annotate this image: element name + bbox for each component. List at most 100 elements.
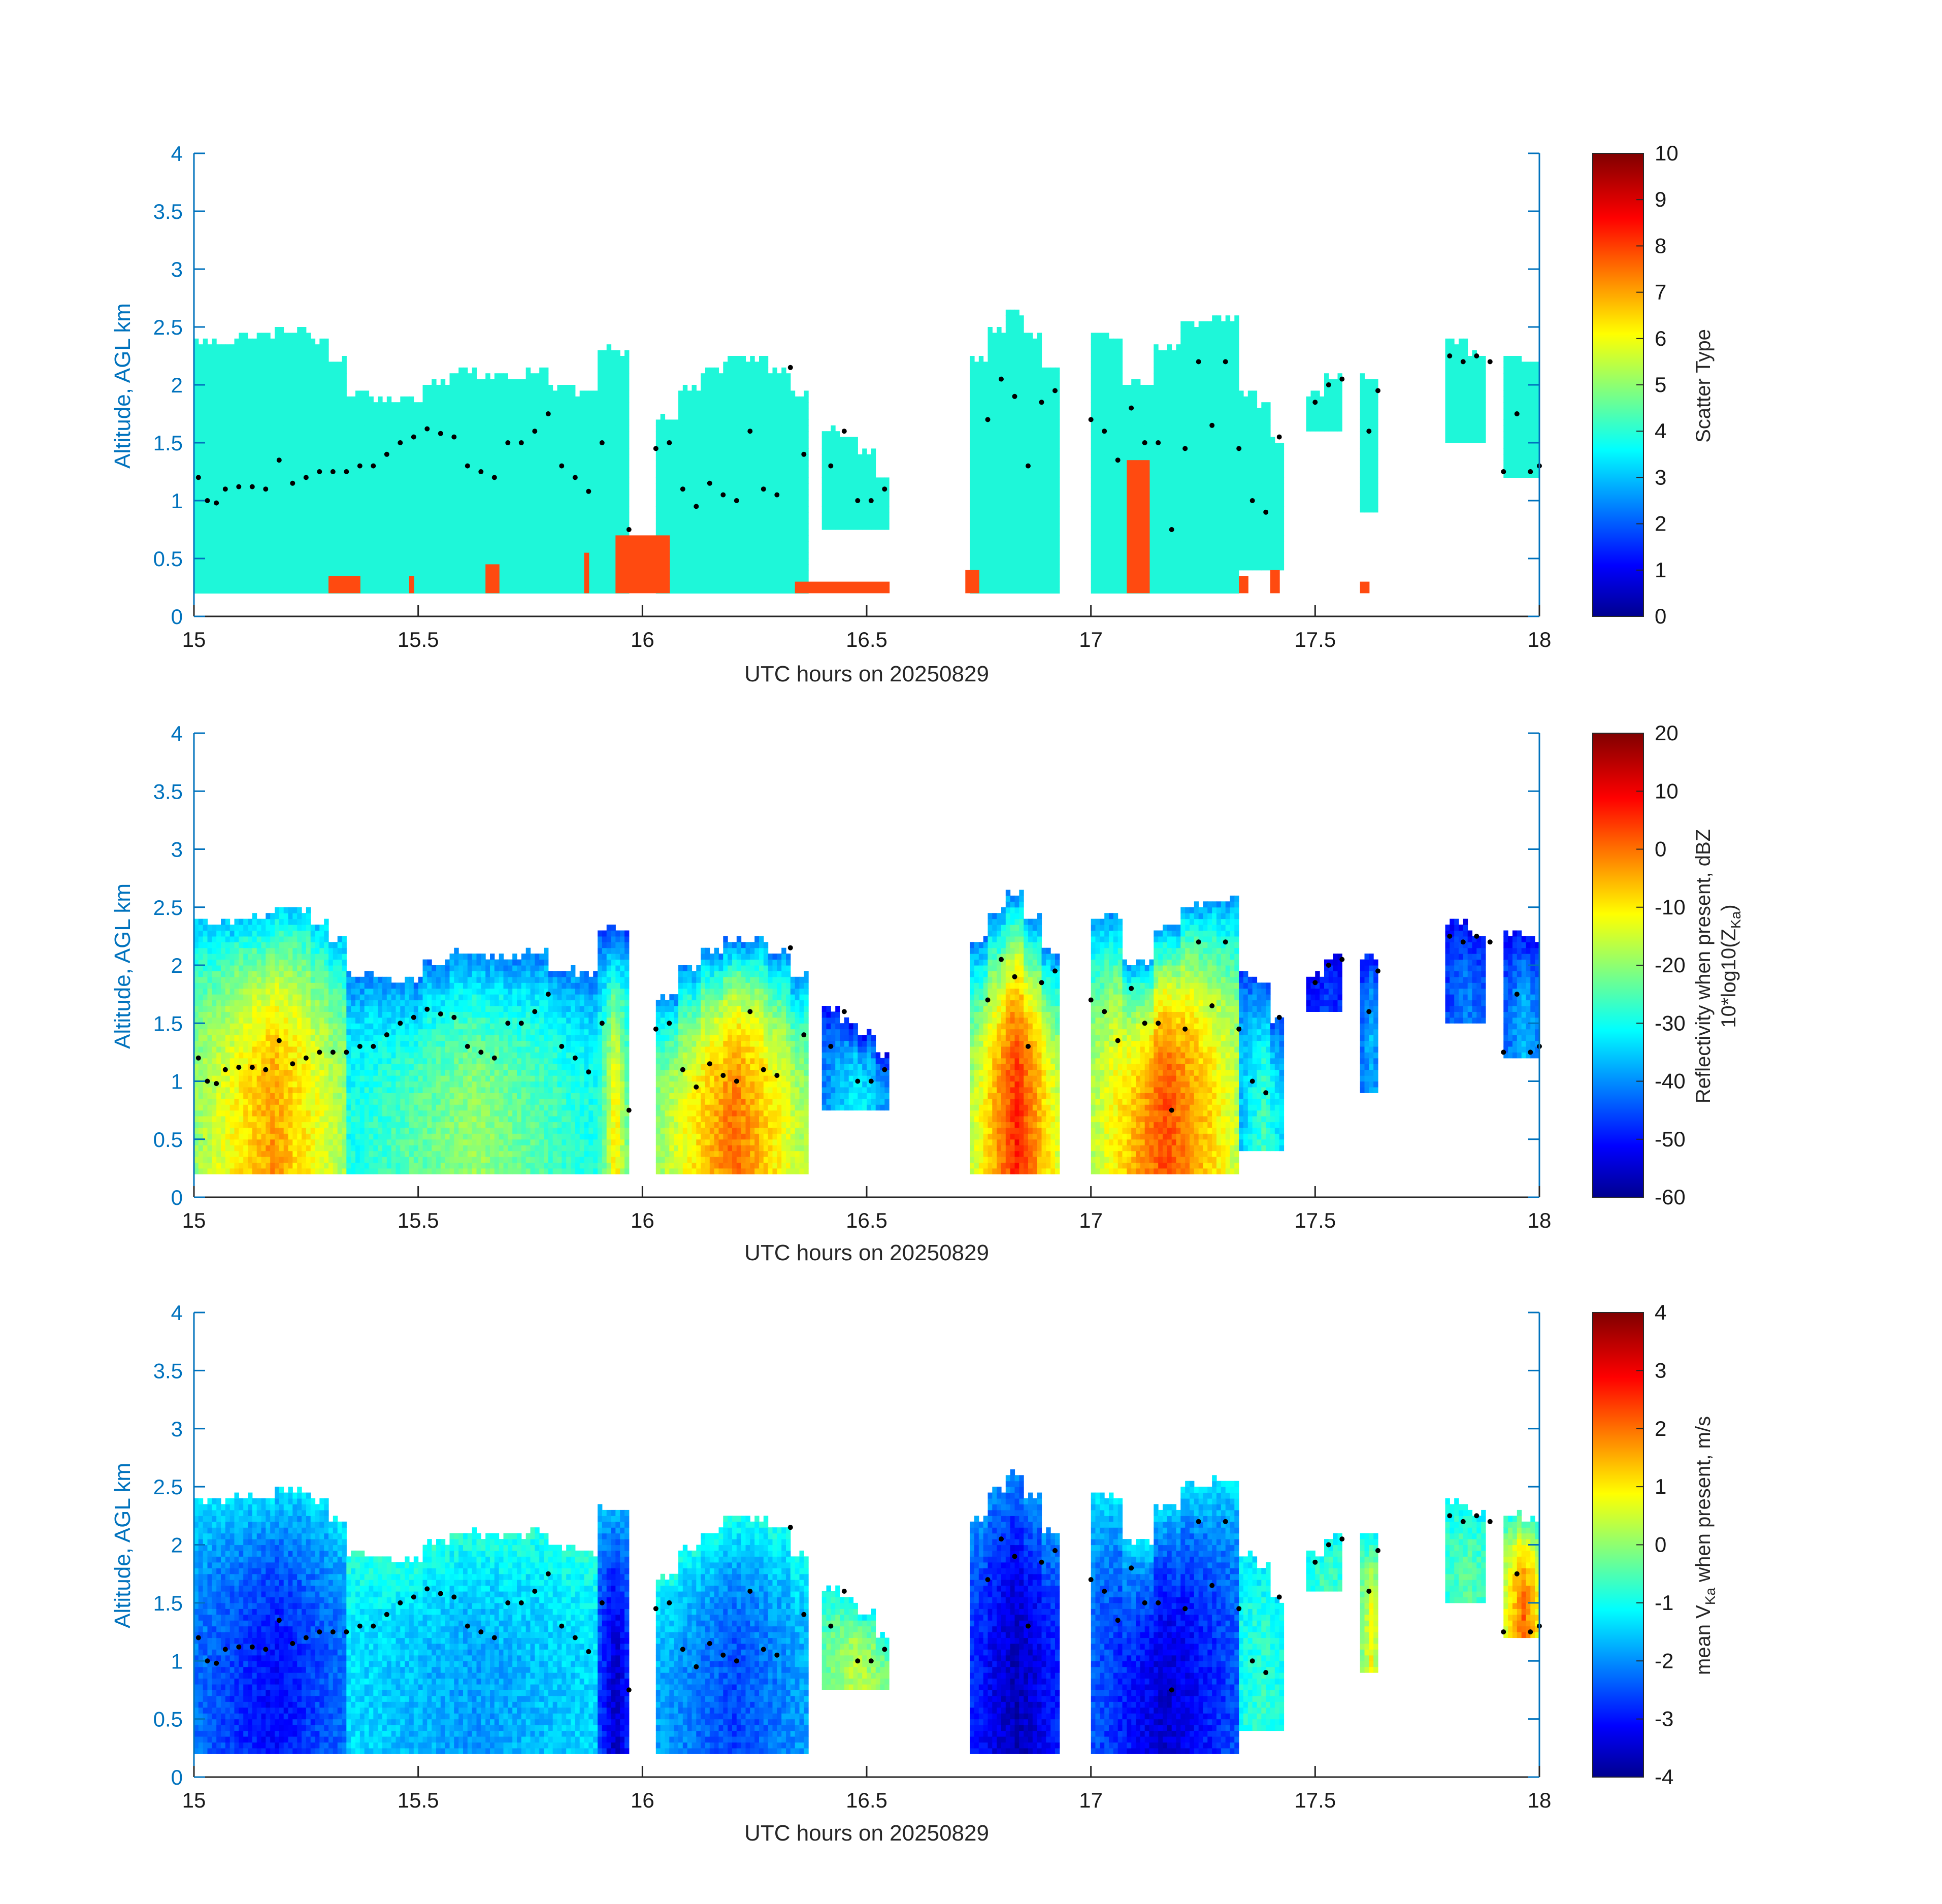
heatmap-cell [714, 512, 719, 518]
heatmap-cell [786, 495, 791, 501]
heatmap-cell [198, 547, 204, 553]
heatmap-cell [728, 472, 733, 478]
heatmap-cell [718, 443, 723, 449]
heatmap-cell [458, 535, 464, 542]
heatmap-cell [772, 518, 777, 524]
heatmap-cell [557, 454, 562, 461]
heatmap-cell [386, 425, 392, 432]
heatmap-cell [517, 564, 522, 571]
heatmap-cell [530, 454, 535, 461]
heatmap-cell [795, 408, 800, 414]
heatmap-cell [772, 419, 777, 426]
heatmap-cell [229, 501, 235, 507]
heatmap-cell [449, 535, 454, 542]
heatmap-cell [252, 581, 257, 588]
heatmap-cell [203, 587, 208, 594]
heatmap-cell [436, 581, 441, 588]
heatmap-cell [584, 408, 589, 414]
heatmap-cell [562, 564, 567, 571]
heatmap-cell [718, 408, 723, 414]
heatmap-cell [786, 454, 791, 461]
heatmap-cell [306, 333, 311, 339]
heatmap-cell [799, 559, 804, 565]
heatmap-cell [579, 390, 585, 397]
heatmap-cell [790, 530, 796, 536]
heatmap-cell [687, 581, 693, 588]
heatmap-cell [777, 385, 782, 391]
heatmap-cell [786, 535, 791, 542]
heatmap-cell [252, 344, 257, 351]
heatmap-cell [602, 523, 607, 530]
heatmap-cell [718, 402, 723, 409]
heatmap-cell [216, 402, 221, 409]
heatmap-cell [544, 559, 549, 565]
heatmap-cell [221, 501, 226, 507]
heatmap-cell [463, 448, 468, 455]
heatmap-cell [499, 414, 504, 420]
heatmap-cell [467, 419, 473, 426]
heatmap-cell [602, 385, 607, 391]
heatmap-cell [552, 570, 558, 576]
heatmap-cell [611, 448, 616, 455]
heatmap-cell [669, 419, 674, 426]
heatmap-cell [328, 414, 334, 420]
heatmap-cell [687, 443, 693, 449]
heatmap-cell [324, 431, 329, 438]
heatmap-cell [234, 437, 239, 443]
heatmap-cell [216, 396, 221, 403]
heatmap-cell [754, 587, 760, 594]
heatmap-cell [275, 523, 280, 530]
heatmap-cell [355, 466, 360, 472]
heatmap-cell [539, 477, 544, 484]
heatmap-cell [333, 431, 338, 438]
heatmap-cell [413, 443, 419, 449]
heatmap-cell [669, 472, 674, 478]
heatmap-cell [427, 559, 432, 565]
heatmap-cell [790, 477, 796, 484]
heatmap-cell [750, 483, 755, 489]
heatmap-cell [364, 431, 370, 438]
heatmap-cell [745, 581, 750, 588]
heatmap-cell [422, 437, 427, 443]
heatmap-cell [692, 419, 697, 426]
heatmap-cell [723, 396, 728, 403]
heatmap-cell [369, 530, 374, 536]
heatmap-cell [319, 512, 324, 518]
heatmap-cell [302, 483, 307, 489]
heatmap-cell [315, 443, 320, 449]
heatmap-cell [364, 414, 370, 420]
heatmap-cell [351, 570, 356, 576]
heatmap-cell [517, 419, 522, 426]
heatmap-cell [736, 402, 742, 409]
heatmap-cell [754, 564, 760, 571]
heatmap-cell [194, 512, 199, 518]
heatmap-cell [283, 408, 289, 414]
heatmap-cell [786, 402, 791, 409]
heatmap-cell [494, 454, 500, 461]
heatmap-cell [606, 530, 612, 536]
heatmap-cell [386, 501, 392, 507]
heatmap-cell [772, 402, 777, 409]
heatmap-cell [557, 448, 562, 455]
heatmap-cell [239, 495, 244, 501]
heatmap-cell [481, 385, 486, 391]
heatmap-cell [319, 425, 324, 432]
heatmap-cell [359, 576, 365, 582]
heatmap-cell [512, 518, 517, 524]
heatmap-cell [763, 402, 769, 409]
heatmap-cell [481, 414, 486, 420]
heatmap-cell [292, 408, 298, 414]
heatmap-cell [194, 576, 199, 582]
heatmap-cell [517, 379, 522, 385]
heatmap-cell [602, 559, 607, 565]
heatmap-cell [535, 564, 540, 571]
heatmap-cell [741, 379, 746, 385]
heatmap-cell [359, 506, 365, 513]
heatmap-cell [732, 576, 737, 582]
heatmap-cell [763, 501, 769, 507]
heatmap-cell [234, 390, 239, 397]
heatmap-cell [728, 408, 733, 414]
heatmap-cell [606, 344, 612, 351]
heatmap-cell [391, 402, 397, 409]
heatmap-cell [252, 379, 257, 385]
